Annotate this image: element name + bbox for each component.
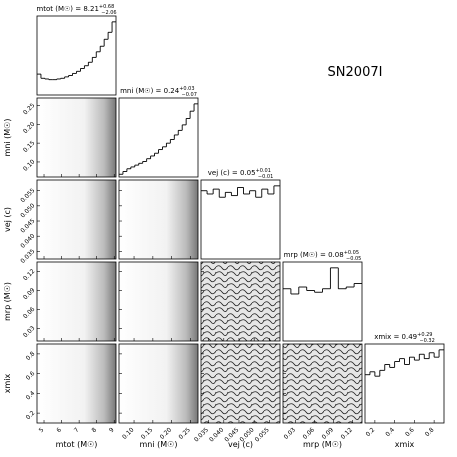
panel-frame — [36, 15, 117, 96]
panel-frame — [200, 179, 281, 260]
density-contour — [37, 180, 116, 259]
y-axis-label: mrp (M☉) — [3, 282, 12, 321]
x-tick-label: 0.09 — [321, 426, 336, 441]
y-tick-label: 0.10 — [22, 158, 37, 173]
x-tick-label: 0.2 — [365, 426, 377, 438]
x-tick-label: 5 — [38, 426, 46, 434]
panel-frame — [118, 343, 199, 424]
title-lower: −0.07 — [182, 92, 197, 98]
y-tick-label: 0.045 — [19, 217, 36, 234]
diagonal-title: mni (M☉) = 0.24+0.03 −0.07 — [120, 86, 197, 98]
x-tick-label: 0.20 — [159, 426, 174, 441]
density-contour — [201, 262, 280, 341]
panel-frame — [200, 343, 281, 424]
density-contour — [201, 344, 280, 423]
y-axis-label: mni (M☉) — [3, 119, 12, 157]
panel-frame — [36, 97, 117, 178]
y-tick-label: 0.20 — [22, 121, 37, 136]
y-tick-label: 0.2 — [25, 409, 37, 421]
x-axis-label: vej (c) — [228, 440, 253, 449]
x-tick-label: 0.6 — [404, 426, 416, 438]
title-upper: +0.68 — [99, 4, 114, 10]
y-tick-label: 0.4 — [25, 390, 37, 402]
x-tick-label: 0.06 — [302, 426, 317, 441]
annotation: SN2007I — [328, 65, 383, 80]
y-tick-label: 0.25 — [22, 102, 37, 117]
panel-frame — [282, 343, 363, 424]
panel-frame — [200, 261, 281, 342]
diagonal-title: mrp (M☉) = 0.08+0.05 −0.05 — [284, 250, 362, 262]
y-tick-label: 0.040 — [19, 233, 36, 250]
x-tick-label: 6 — [55, 426, 63, 434]
x-axis-label: mni (M☉) — [140, 440, 178, 449]
y-axis-label: vej (c) — [3, 207, 12, 232]
title-lower: −0.05 — [346, 256, 361, 262]
density-contour — [37, 344, 116, 423]
x-tick-label: 9 — [108, 426, 116, 434]
x-tick-label: 0.055 — [254, 426, 271, 443]
density-contour — [119, 262, 198, 341]
density-contour — [37, 262, 116, 341]
x-tick-label: 0.035 — [193, 426, 210, 443]
panel-frame — [36, 179, 117, 260]
panel-frame — [282, 261, 363, 342]
title-upper: +0.03 — [179, 86, 194, 92]
x-axis-label: xmix — [395, 440, 415, 449]
y-tick-label: 0.6 — [25, 370, 37, 382]
x-axis-label: mrp (M☉) — [303, 440, 342, 449]
panel-frame — [118, 261, 199, 342]
x-tick-label: 0.8 — [424, 426, 436, 438]
density-contour — [119, 180, 198, 259]
y-tick-label: 0.050 — [19, 202, 36, 219]
y-tick-label: 0.09 — [22, 287, 37, 302]
y-tick-label: 0.035 — [19, 248, 36, 265]
x-tick-label: 0.4 — [384, 426, 396, 438]
y-tick-label: 0.12 — [22, 268, 37, 283]
y-tick-label: 0.8 — [25, 350, 37, 362]
x-tick-label: 0.040 — [208, 426, 225, 443]
panel-frame — [118, 97, 199, 178]
x-tick-label: 0.03 — [283, 426, 298, 441]
y-tick-label: 0.06 — [22, 306, 37, 321]
x-axis-label: mtot (M☉) — [56, 440, 98, 449]
title-main: vej (c) = 0.05 — [208, 169, 256, 177]
x-tick-label: 0.10 — [121, 426, 136, 441]
density-contour — [37, 98, 116, 177]
diagonal-title: vej (c) = 0.05+0.01 −0.01 — [208, 168, 274, 180]
panel-frame — [118, 179, 199, 260]
x-tick-label: 8 — [90, 426, 98, 434]
diagonal-title: xmix = 0.49+0.29 −0.32 — [374, 332, 435, 344]
title-lower: −2.06 — [101, 10, 116, 16]
title-main: mni (M☉) = 0.24 — [120, 87, 180, 95]
title-upper: +0.05 — [344, 250, 359, 256]
title-main: mrp (M☉) = 0.08 — [284, 251, 344, 259]
y-tick-label: 0.15 — [22, 139, 37, 154]
y-tick-label: 0.055 — [19, 187, 36, 204]
panel-frame — [364, 343, 445, 424]
y-tick-label: 0.03 — [22, 325, 37, 340]
title-upper: +0.01 — [256, 168, 271, 174]
y-axis-label: xmix — [3, 373, 12, 393]
title-lower: −0.01 — [258, 174, 273, 180]
x-tick-label: 7 — [73, 426, 81, 434]
diagonal-title: mtot (M☉) = 8.21+0.68 −2.06 — [36, 4, 116, 16]
title-lower: −0.32 — [419, 338, 434, 344]
x-tick-label: 0.15 — [140, 426, 155, 441]
title-main: mtot (M☉) = 8.21 — [36, 5, 99, 13]
density-contour — [283, 344, 362, 423]
density-contour — [119, 344, 198, 423]
x-tick-label: 0.12 — [340, 426, 355, 441]
title-upper: +0.29 — [417, 332, 432, 338]
panel-frame — [36, 261, 117, 342]
panel-frame — [36, 343, 117, 424]
title-main: xmix = 0.49 — [374, 333, 417, 341]
x-tick-label: 0.25 — [177, 426, 192, 441]
